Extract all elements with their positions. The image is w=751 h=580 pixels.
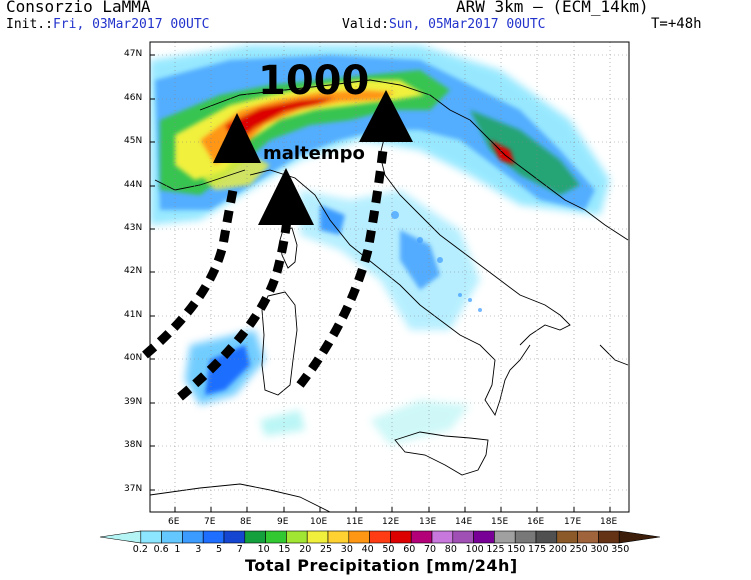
colorbar-swatch <box>598 530 620 544</box>
colorbar-level-label: 20 <box>299 544 312 555</box>
lon-label: 10E <box>310 517 328 527</box>
colorbar-title: Total Precipitation [mm/24h] <box>245 556 518 575</box>
colorbar-level-label: 1 <box>174 544 181 555</box>
colorbar-swatch <box>161 530 183 544</box>
lat-label: 41N <box>124 310 143 320</box>
colorbar-swatch <box>202 530 225 544</box>
colorbar-level-label: 175 <box>528 544 547 555</box>
lon-label: 15E <box>491 517 509 527</box>
colorbar-level-label: 5 <box>216 544 223 555</box>
pressure-annotation: 1000 <box>258 58 370 104</box>
lon-label: 8E <box>240 517 252 527</box>
colorbar-swatch <box>494 530 516 544</box>
colorbar-swatch <box>514 530 537 544</box>
colorbar-level-label: 200 <box>548 544 567 555</box>
colorbar-level-label: 0.6 <box>153 544 169 555</box>
lon-label: 7E <box>204 517 216 527</box>
colorbar-swatch <box>452 530 474 544</box>
colorbar-level-label: 30 <box>340 544 353 555</box>
colorbar-level-label: 70 <box>424 544 437 555</box>
lat-label: 40N <box>124 353 143 363</box>
colorbar-swatch <box>535 530 558 544</box>
lat-label: 38N <box>124 440 143 450</box>
valid-value: Sun, 05Mar2017 00UTC <box>388 17 546 32</box>
colorbar-level-label: 100 <box>465 544 484 555</box>
colorbar-swatch <box>223 530 246 544</box>
colorbar-swatch <box>140 530 162 544</box>
lat-label: 37N <box>124 484 143 494</box>
colorbar-swatch <box>265 530 287 544</box>
lon-label: 13E <box>419 517 437 527</box>
valid-label: Valid: <box>342 17 389 32</box>
colorbar-swatch <box>556 530 578 544</box>
colorbar-level-label: 80 <box>444 544 457 555</box>
colorbar-swatch <box>410 530 433 544</box>
lon-label: 14E <box>455 517 473 527</box>
model-title: ARW 3km – (ECM_14km) <box>456 0 649 16</box>
lon-label: 11E <box>346 517 364 527</box>
lon-label: 17E <box>564 517 582 527</box>
colorbar-swatch <box>327 530 350 544</box>
colorbar-level-label: 350 <box>611 544 630 555</box>
lat-label: 39N <box>124 397 143 407</box>
colorbar-swatch <box>348 530 370 544</box>
lat-label: 46N <box>124 93 143 103</box>
colorbar-level-label: 300 <box>590 544 609 555</box>
colorbar-level-label: 40 <box>361 544 374 555</box>
colorbar-swatch <box>306 530 329 544</box>
lat-label: 43N <box>124 223 143 233</box>
colorbar-level-label: 10 <box>257 544 270 555</box>
triangles <box>213 90 413 225</box>
lat-label: 45N <box>124 136 143 146</box>
app-title: Consorzio LaMMA <box>6 0 151 16</box>
colorbar-swatch <box>99 530 142 544</box>
lon-label: 18E <box>600 517 618 527</box>
colorbar-swatch <box>286 530 308 544</box>
colorbar-level-label: 125 <box>486 544 505 555</box>
colorbar-swatch <box>577 530 599 544</box>
colorbar-swatch <box>390 530 412 544</box>
colorbar-level-label: 150 <box>507 544 526 555</box>
colorbar-level-label: 15 <box>278 544 291 555</box>
flow-arrow-west <box>142 184 239 359</box>
colorbar-level-label: 3 <box>195 544 202 555</box>
init-label: Init.: <box>6 17 53 32</box>
colorbar-swatch <box>182 530 204 544</box>
colorbar-swatch <box>369 530 391 544</box>
map-frame <box>149 41 630 513</box>
colorbar-level-label: 7 <box>236 544 243 555</box>
colorbar-level-label: 0.2 <box>132 544 148 555</box>
colorbar-level-label: 50 <box>382 544 395 555</box>
flow-arrow-east <box>296 149 388 388</box>
colorbar-level-label: 25 <box>320 544 333 555</box>
lat-label: 47N <box>124 49 143 59</box>
flow-arrows <box>142 149 388 401</box>
colorbar-swatch <box>431 530 454 544</box>
triangle-west <box>213 113 261 163</box>
init-time: Init.:Fri, 03Mar2017 00UTC <box>6 17 210 32</box>
colorbar-swatch <box>473 530 495 544</box>
lat-label: 42N <box>124 266 143 276</box>
triangle-center <box>258 168 314 225</box>
weather-note: maltempo <box>263 143 365 164</box>
lon-label: 16E <box>527 517 545 527</box>
triangle-east <box>359 90 413 142</box>
init-value: Fri, 03Mar2017 00UTC <box>52 17 210 32</box>
lat-label: 44N <box>124 180 143 190</box>
lon-label: 12E <box>382 517 400 527</box>
forecast-timestep: T=+48h <box>651 16 702 32</box>
colorbar-swatch <box>244 530 266 544</box>
flow-arrow-center <box>177 219 292 401</box>
valid-time: Valid:Sun, 05Mar2017 00UTC <box>342 17 546 32</box>
colorbar-swatch <box>618 530 661 544</box>
colorbar-level-label: 60 <box>403 544 416 555</box>
lon-label: 9E <box>277 517 289 527</box>
lon-label: 6E <box>168 517 180 527</box>
colorbar-level-label: 250 <box>569 544 588 555</box>
